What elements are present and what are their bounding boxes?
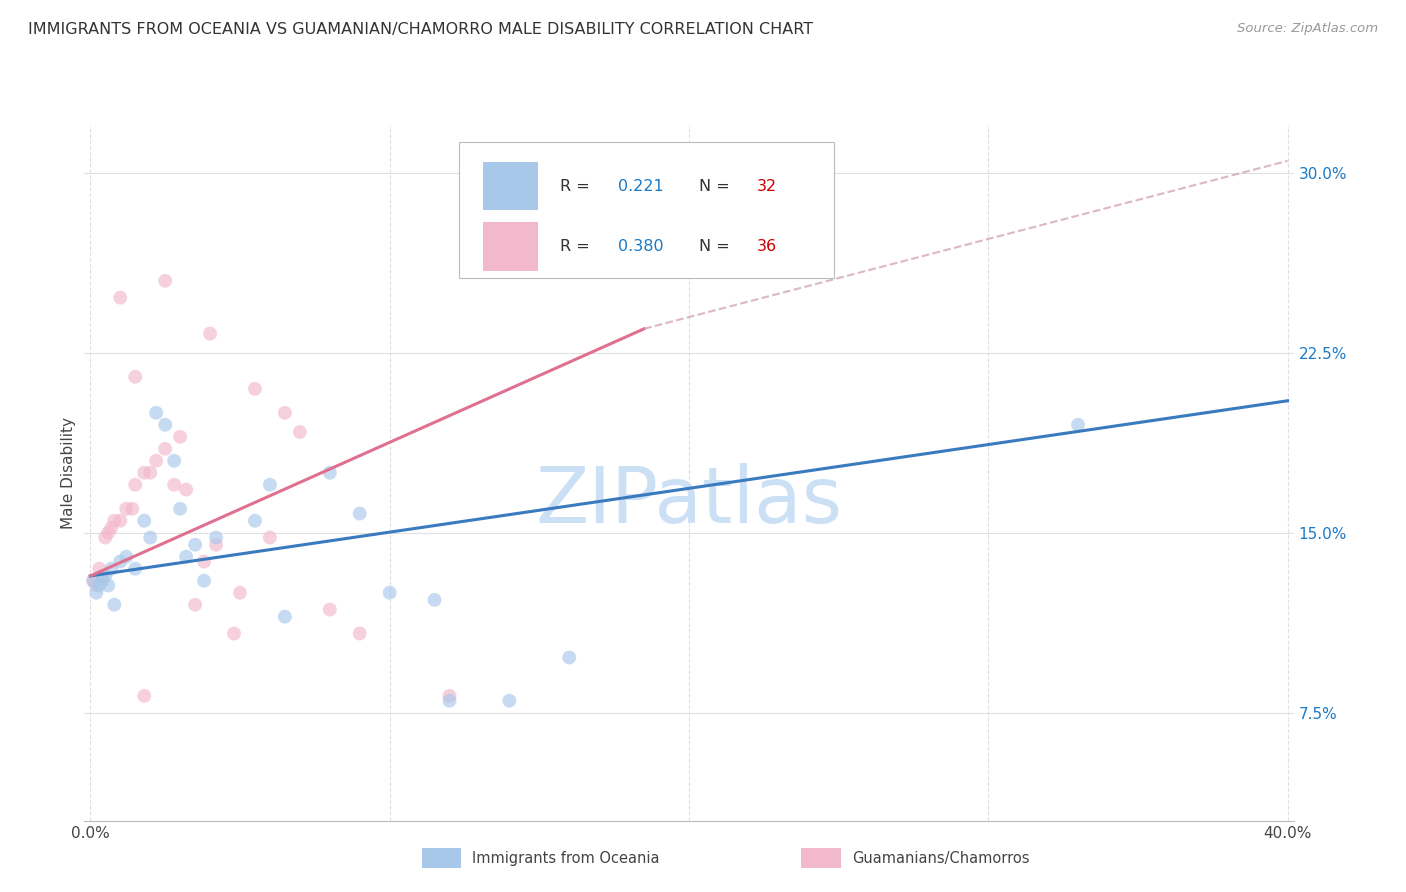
- Point: [193, 555, 215, 569]
- Point: [103, 598, 125, 612]
- Point: [100, 562, 122, 576]
- Point: [110, 514, 132, 528]
- Point: [349, 507, 371, 521]
- Point: [319, 602, 342, 616]
- Point: [134, 514, 156, 528]
- FancyBboxPatch shape: [484, 161, 538, 211]
- Text: Immigrants from Oceania: Immigrants from Oceania: [472, 851, 659, 865]
- Point: [86, 578, 108, 592]
- Y-axis label: Male Disability: Male Disability: [60, 417, 76, 529]
- Point: [174, 549, 197, 564]
- Point: [82, 574, 104, 588]
- Text: ZIPatlas: ZIPatlas: [536, 463, 842, 539]
- Text: Source: ZipAtlas.com: Source: ZipAtlas.com: [1237, 22, 1378, 36]
- Point: [134, 689, 156, 703]
- Point: [94, 569, 117, 583]
- Point: [193, 574, 215, 588]
- Point: [115, 501, 138, 516]
- Point: [184, 538, 207, 552]
- Point: [86, 585, 108, 599]
- Point: [110, 555, 132, 569]
- Point: [169, 501, 191, 516]
- Point: [100, 521, 122, 535]
- Point: [82, 574, 104, 588]
- Point: [184, 598, 207, 612]
- Point: [259, 531, 281, 545]
- Point: [97, 525, 120, 540]
- Point: [89, 578, 111, 592]
- Point: [145, 406, 167, 420]
- Point: [94, 531, 117, 545]
- Point: [349, 626, 371, 640]
- Point: [124, 477, 146, 491]
- Point: [1067, 417, 1090, 432]
- Point: [124, 369, 146, 384]
- Point: [91, 574, 114, 588]
- Point: [139, 531, 162, 545]
- Point: [205, 531, 228, 545]
- Point: [134, 466, 156, 480]
- Point: [288, 425, 311, 439]
- Point: [163, 477, 186, 491]
- Point: [439, 689, 461, 703]
- Point: [124, 562, 146, 576]
- FancyBboxPatch shape: [484, 222, 538, 271]
- Text: N =: N =: [699, 178, 734, 194]
- Point: [243, 514, 266, 528]
- Point: [259, 477, 281, 491]
- Text: IMMIGRANTS FROM OCEANIA VS GUAMANIAN/CHAMORRO MALE DISABILITY CORRELATION CHART: IMMIGRANTS FROM OCEANIA VS GUAMANIAN/CHA…: [28, 22, 813, 37]
- Point: [115, 549, 138, 564]
- Point: [121, 501, 143, 516]
- Point: [89, 562, 111, 576]
- Point: [169, 430, 191, 444]
- Point: [205, 538, 228, 552]
- Text: 0.221: 0.221: [617, 178, 664, 194]
- Point: [229, 585, 252, 599]
- Point: [439, 694, 461, 708]
- Text: 0.380: 0.380: [617, 239, 664, 254]
- Text: 36: 36: [756, 239, 776, 254]
- Point: [243, 382, 266, 396]
- Point: [91, 569, 114, 583]
- Point: [174, 483, 197, 497]
- Text: R =: R =: [560, 178, 595, 194]
- Point: [97, 578, 120, 592]
- Point: [198, 326, 221, 341]
- Point: [423, 593, 446, 607]
- Point: [145, 454, 167, 468]
- FancyBboxPatch shape: [460, 143, 834, 278]
- Point: [153, 442, 176, 456]
- Point: [163, 454, 186, 468]
- Point: [153, 274, 176, 288]
- Point: [498, 694, 520, 708]
- Point: [110, 291, 132, 305]
- Text: R =: R =: [560, 239, 595, 254]
- Text: Guamanians/Chamorros: Guamanians/Chamorros: [852, 851, 1029, 865]
- Text: 32: 32: [756, 178, 776, 194]
- Point: [274, 406, 297, 420]
- Point: [319, 466, 342, 480]
- Text: N =: N =: [699, 239, 734, 254]
- Point: [222, 626, 245, 640]
- Point: [153, 417, 176, 432]
- Point: [103, 514, 125, 528]
- Point: [139, 466, 162, 480]
- Point: [558, 650, 581, 665]
- Point: [274, 609, 297, 624]
- Point: [378, 585, 401, 599]
